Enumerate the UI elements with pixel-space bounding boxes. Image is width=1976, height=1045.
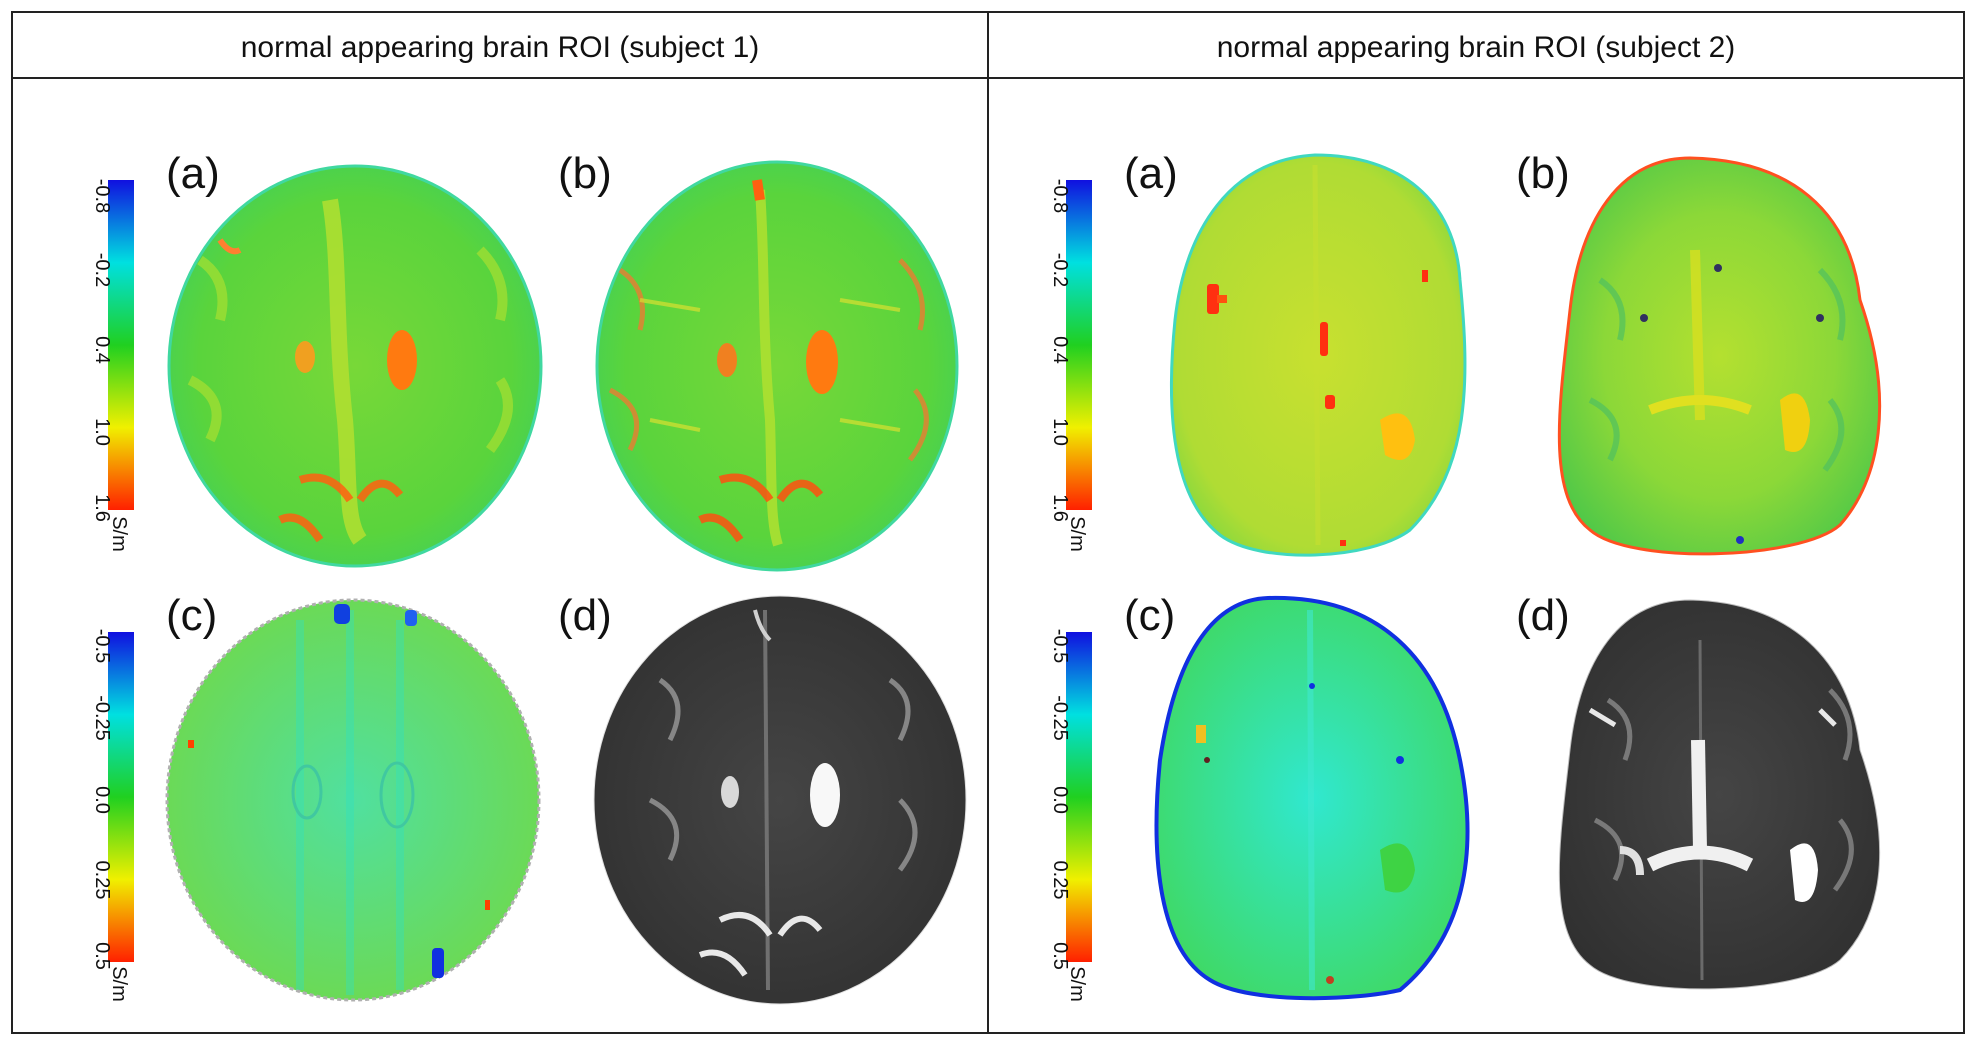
colorbar-tick: 1.6	[1049, 494, 1071, 522]
header-subject-2: normal appearing brain ROI (subject 2)	[1217, 31, 1736, 64]
brain-map-s1-c	[165, 598, 541, 1002]
brain-map-s1-b	[595, 160, 959, 572]
panel-label-b: (b)	[558, 149, 612, 198]
colorbar-gradient	[1066, 632, 1092, 962]
panel-label-c: (c)	[1124, 591, 1175, 640]
colorbar-tick: 0.0	[91, 786, 113, 814]
brain-map-s1-a	[167, 164, 543, 568]
colorbar-tick: -0.25	[91, 695, 113, 741]
colorbar-tick: -0.5	[1049, 629, 1071, 663]
colorbar-gradient	[108, 632, 134, 962]
colorbar-bottom-subject-2: -0.5 -0.25 0.0 0.25 0.5 S/m	[1049, 629, 1092, 1002]
colorbar-top-subject-2: -0.8 -0.2 0.4 1.0 1.6 S/m	[1049, 179, 1092, 552]
colorbar-unit: S/m	[108, 966, 130, 1002]
colorbar-tick: 0.0	[1049, 786, 1071, 814]
colorbar-tick: -0.2	[91, 253, 113, 287]
colorbar-unit: S/m	[108, 516, 130, 552]
colorbar-tick: -0.5	[91, 629, 113, 663]
panel-label-d: (d)	[558, 591, 612, 640]
panel-label-d: (d)	[1516, 591, 1570, 640]
colorbar-unit: S/m	[1066, 966, 1088, 1002]
colorbar-tick: 0.4	[1049, 336, 1071, 364]
colorbar-tick: -0.2	[1049, 253, 1071, 287]
colorbar-gradient	[1066, 180, 1092, 510]
colorbar-unit: S/m	[1066, 516, 1088, 552]
colorbar-tick: 0.25	[1049, 861, 1071, 900]
panel-label-c: (c)	[166, 591, 217, 640]
brain-map-s2-c	[1154, 595, 1470, 1001]
colorbar-tick: 0.5	[1049, 942, 1071, 970]
colorbar-tick: -0.8	[91, 179, 113, 213]
colorbar-bottom-subject-1: -0.5 -0.25 0.0 0.25 0.5 S/m	[91, 629, 134, 1002]
colorbar-tick: 0.4	[91, 336, 113, 364]
panel-label-b: (b)	[1516, 149, 1570, 198]
colorbar-tick: 1.6	[91, 494, 113, 522]
brain-map-s2-d	[1558, 599, 1881, 990]
colorbar-tick: 1.0	[91, 418, 113, 446]
brain-map-s2-b	[1557, 156, 1882, 556]
colorbar-tick: 0.5	[91, 942, 113, 970]
colorbar-tick: 0.25	[91, 861, 113, 900]
brain-map-s2-a	[1169, 153, 1467, 557]
colorbar-tick: -0.8	[1049, 179, 1071, 213]
colorbar-top-subject-1: -0.8 -0.2 0.4 1.0 1.6 S/m	[91, 179, 134, 552]
colorbar-tick: -0.25	[1049, 695, 1071, 741]
panel-label-a: (a)	[166, 149, 220, 198]
panel-label-a: (a)	[1124, 149, 1178, 198]
colorbar-tick: 1.0	[1049, 418, 1071, 446]
brain-map-s1-d	[593, 595, 967, 1005]
colorbar-gradient	[108, 180, 134, 510]
header-subject-1: normal appearing brain ROI (subject 1)	[241, 31, 760, 64]
